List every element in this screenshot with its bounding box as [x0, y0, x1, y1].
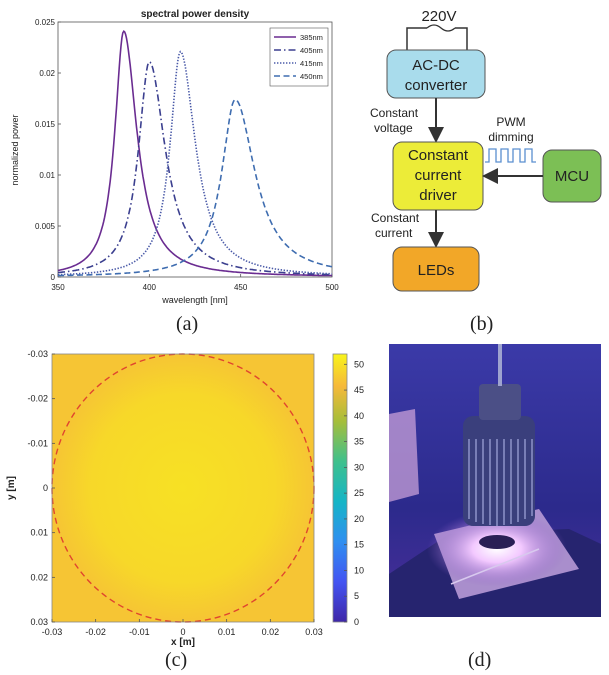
- acdc-label-line1: AC-DC: [412, 57, 460, 74]
- x-tick-label: -0.03: [42, 627, 63, 637]
- y-tick-label: 0.01: [39, 171, 55, 180]
- colorbar-tick-label: 35: [354, 437, 364, 447]
- x-tick-label: -0.01: [129, 627, 150, 637]
- y-tick-label: 0.025: [35, 18, 56, 27]
- pwm-label-line2: dimming: [488, 130, 533, 144]
- pwm-label-line1: PWM: [496, 115, 525, 129]
- x-tick-label: 0.01: [218, 627, 236, 637]
- y-tick-label: -0.03: [27, 349, 48, 359]
- caption-b: (b): [470, 313, 494, 335]
- heatmap-x-axis-label: x [m]: [171, 637, 195, 648]
- y-tick-label: -0.01: [27, 438, 48, 448]
- x-tick-label: 0.03: [305, 627, 323, 637]
- caption-a: (a): [176, 313, 199, 335]
- driver-label-line2: current: [415, 167, 463, 184]
- caption-d: (d): [468, 649, 492, 671]
- y-tick-label: 0.005: [35, 222, 56, 231]
- mcu-label: MCU: [555, 168, 589, 185]
- spectral-y-ticks: 0 0.005 0.01 0.015 0.02 0.025: [35, 18, 61, 282]
- pwm-waveform-icon: [485, 148, 536, 163]
- colorbar-tick-label: 20: [354, 514, 364, 524]
- x-tick-label: 0: [180, 627, 185, 637]
- x-tick-label: 350: [51, 283, 65, 292]
- constant-voltage-label-1: Constant: [370, 106, 419, 120]
- photo-cable: [450, 548, 540, 585]
- heatmap-field: [52, 354, 314, 622]
- leds-label: LEDs: [418, 262, 455, 279]
- spectral-power-chart: spectral power density 350 400 450 500 0 0.0…: [10, 9, 339, 305]
- photo-left-object: [389, 409, 419, 502]
- spectral-series-group: [57, 29, 333, 277]
- colorbar: [332, 353, 348, 623]
- series-line-405nm: [57, 60, 332, 276]
- series-line-415nm: [58, 50, 333, 276]
- spectral-x-axis-label: wavelength [nm]: [161, 295, 228, 305]
- series-line-450nm: [58, 98, 333, 277]
- colorbar-tick-label: 25: [354, 488, 364, 498]
- mains-wire: [406, 27, 468, 50]
- y-tick-label: 0.015: [35, 120, 56, 129]
- y-tick-label: -0.02: [27, 394, 48, 404]
- setup-photo: [389, 344, 601, 617]
- spectral-plot-frame: [57, 21, 333, 278]
- y-tick-label: 0.02: [30, 572, 48, 582]
- x-tick-label: 500: [325, 283, 339, 292]
- colorbar-tick-label: 50: [354, 359, 364, 369]
- constant-current-label-1: Constant: [371, 211, 420, 225]
- driver-label-line1: Constant: [408, 147, 469, 164]
- colorbar-tick-label: 15: [354, 540, 364, 550]
- legend-label: 450nm: [300, 72, 323, 81]
- photo-lamp-top: [479, 384, 521, 420]
- spectral-chart-title: spectral power density: [141, 9, 250, 20]
- spectral-y-axis-label: normalized power: [10, 114, 20, 185]
- constant-current-label-2: current: [375, 226, 413, 240]
- x-tick-label: 450: [234, 283, 248, 292]
- colorbar-tick-label: 5: [354, 591, 359, 601]
- legend-label: 405nm: [300, 46, 323, 55]
- leds-block: [392, 246, 480, 292]
- colorbar-tick-label: 40: [354, 411, 364, 421]
- series-line-385nm: [57, 29, 333, 277]
- photo-lamp-head: [463, 416, 535, 526]
- colorbar-tick-label: 30: [354, 462, 364, 472]
- y-tick-label: 0.02: [39, 69, 55, 78]
- mains-voltage-label: 220V: [421, 8, 456, 25]
- colorbar-tick-label: 10: [354, 565, 364, 575]
- photo-light-spot: [479, 535, 515, 549]
- heatmap-y-ticks: -0.03 -0.02 -0.01 0 0.01 0.02 0.03: [27, 349, 55, 627]
- driver-block-diagram: 220V AC-DC converter Constant voltage Co…: [370, 8, 602, 292]
- y-tick-label: 0.03: [30, 617, 48, 627]
- caption-c: (c): [165, 649, 188, 671]
- x-tick-label: 400: [143, 283, 157, 292]
- heatmap-x-ticks: -0.03 -0.02 -0.01 0 0.01 0.02 0.03: [42, 619, 323, 637]
- legend-label: 385nm: [300, 33, 323, 42]
- irradiance-heatmap-chart: -0.03 -0.02 -0.01 0 0.01 0.02 0.03 -0.03-0.02-…: [6, 349, 364, 648]
- y-tick-label: 0: [51, 273, 56, 282]
- heatmap-y-axis-label: y [m]: [6, 476, 17, 500]
- colorbar-tick-label: 45: [354, 385, 364, 395]
- fuse-icon: [426, 24, 456, 32]
- acdc-label-line2: converter: [405, 77, 468, 94]
- driver-label-line3: driver: [419, 187, 457, 204]
- x-tick-label: -0.02: [85, 627, 106, 637]
- y-tick-label: 0.01: [30, 528, 48, 538]
- photo-illustration: [389, 344, 601, 617]
- legend-label: 415nm: [300, 59, 323, 68]
- y-tick-label: 0: [43, 483, 48, 493]
- colorbar-tick-label: 0: [354, 617, 359, 627]
- photo-heatsink-fins: [468, 439, 533, 526]
- x-tick-label: 0.02: [262, 627, 280, 637]
- spectral-legend: 385nm 405nm 415nm 450nm: [269, 27, 329, 87]
- constant-voltage-label-2: voltage: [374, 121, 413, 135]
